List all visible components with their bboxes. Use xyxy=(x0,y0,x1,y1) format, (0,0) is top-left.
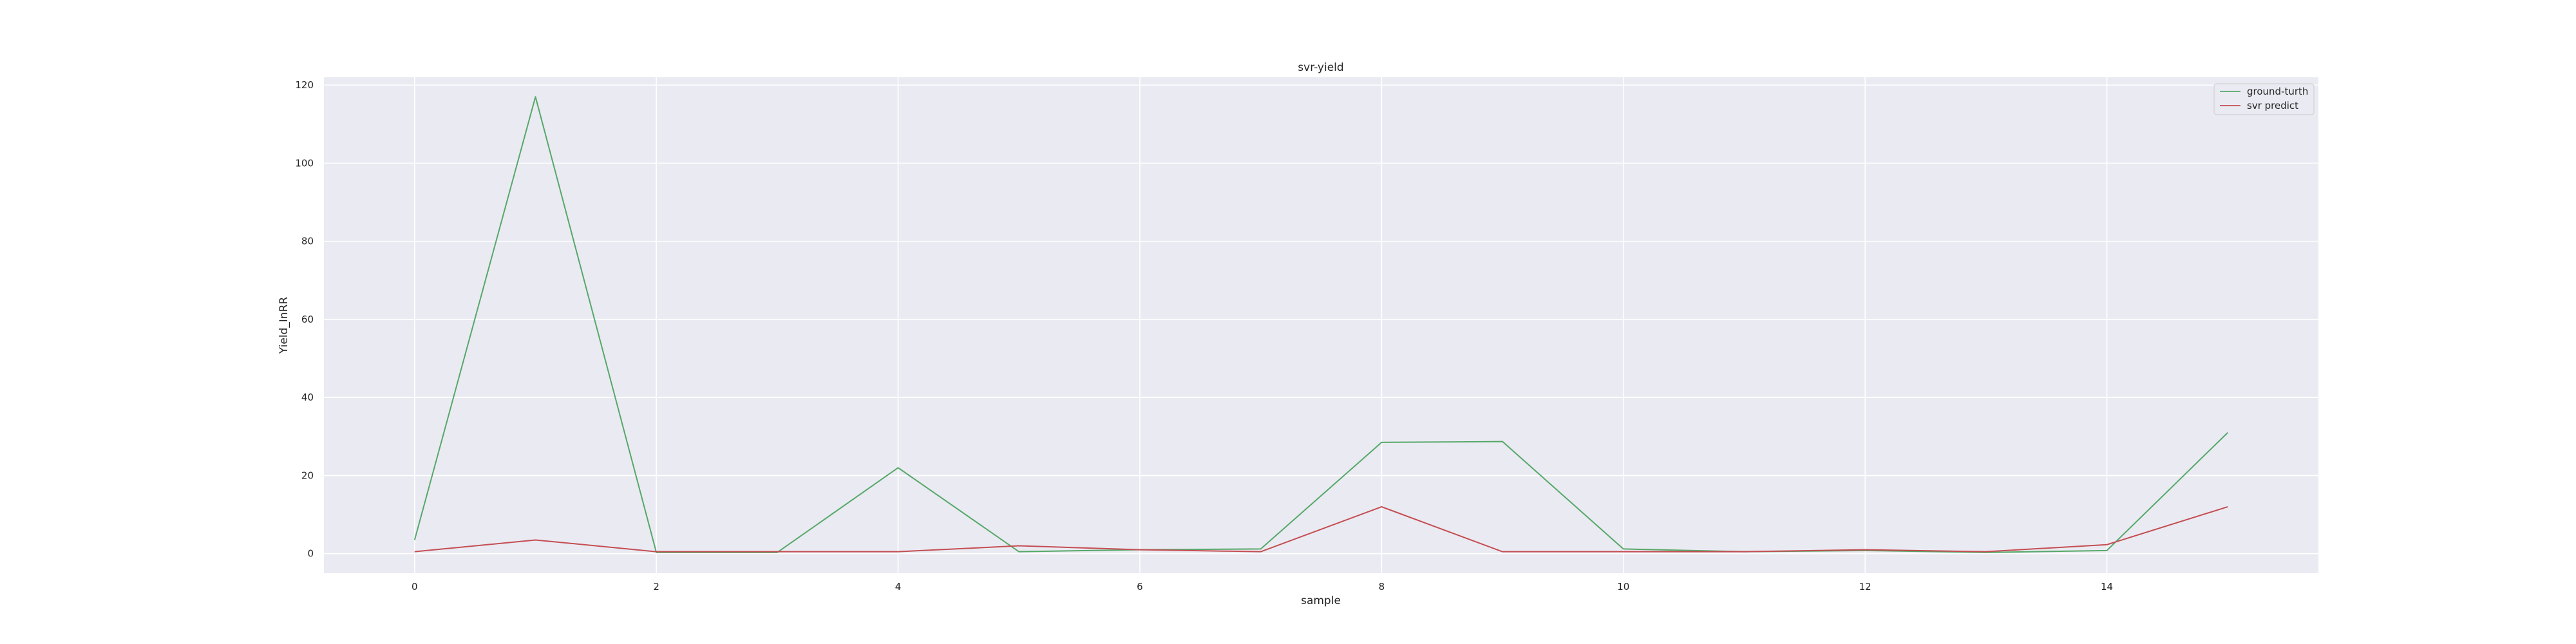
chart-title: svr-yield xyxy=(1298,61,1343,74)
x-tick-labels: 0 2 4 6 8 10 12 14 xyxy=(412,581,2113,592)
x-tick-label: 14 xyxy=(2101,581,2113,592)
grid-lines xyxy=(324,77,2318,573)
y-tick-label: 20 xyxy=(301,469,314,481)
plot-background xyxy=(324,77,2318,573)
x-tick-label: 12 xyxy=(1859,581,1871,592)
x-tick-label: 8 xyxy=(1379,581,1385,592)
legend-label-ground-turth: ground-turth xyxy=(2247,86,2308,97)
y-tick-label: 120 xyxy=(295,79,314,91)
x-tick-label: 10 xyxy=(1617,581,1629,592)
x-tick-label: 4 xyxy=(895,581,902,592)
y-tick-label: 100 xyxy=(295,157,314,169)
series-lines xyxy=(413,96,2228,553)
y-axis-label: Yield_InRR xyxy=(278,297,290,355)
x-axis-label: sample xyxy=(1301,594,1341,607)
y-tick-label: 0 xyxy=(307,548,314,560)
y-tick-label: 80 xyxy=(301,236,314,247)
legend-label-svr-predict: svr predict xyxy=(2247,100,2298,111)
series-line-svr-predict xyxy=(414,506,2228,553)
y-tick-label: 40 xyxy=(301,392,314,403)
legend: ground-turth svr predict xyxy=(2213,83,2315,115)
x-tick-label: 0 xyxy=(412,581,418,592)
x-tick-label: 6 xyxy=(1137,581,1143,592)
x-tick-label: 2 xyxy=(653,581,659,592)
y-tick-label: 60 xyxy=(301,314,314,325)
series-line-ground-turth xyxy=(413,96,2228,553)
y-tick-labels: 0 20 40 60 80 100 120 xyxy=(295,79,314,560)
